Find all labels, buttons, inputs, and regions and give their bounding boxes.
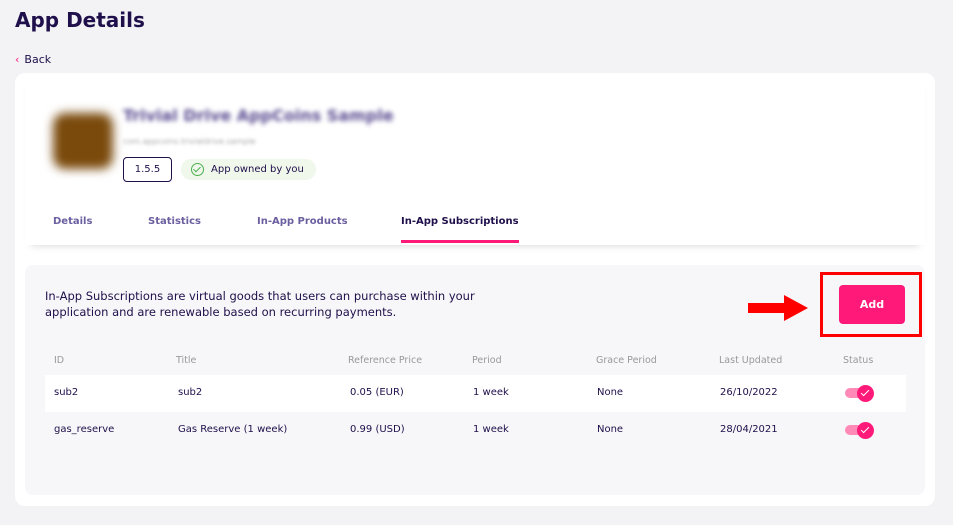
app-package: com.appcoins.trivialdrive.sample <box>123 137 256 146</box>
app-name: Trivial Drive AppCoins Sample <box>123 106 394 125</box>
owned-badge: App owned by you <box>181 159 316 180</box>
cell-updated: 26/10/2022 <box>720 387 778 398</box>
cell-period: 1 week <box>473 424 509 435</box>
column-header-status: Status <box>843 355 874 366</box>
cell-id: sub2 <box>54 387 79 398</box>
tab-details[interactable]: Details <box>53 216 93 227</box>
column-header-updated: Last Updated <box>719 355 783 366</box>
tab-in-app-products[interactable]: In-App Products <box>257 216 348 227</box>
column-header-price: Reference Price <box>348 355 423 366</box>
app-card: Trivial Drive AppCoins Sample com.appcoi… <box>15 73 935 506</box>
cell-updated: 28/04/2021 <box>720 424 778 435</box>
column-header-grace: Grace Period <box>596 355 657 366</box>
subscriptions-description: In-App Subscriptions are virtual goods t… <box>45 289 475 319</box>
cell-title: sub2 <box>178 387 203 398</box>
table-row[interactable]: sub2 sub2 0.05 (EUR) 1 week None 26/10/2… <box>45 375 906 412</box>
add-button[interactable]: Add <box>839 285 905 324</box>
status-toggle[interactable] <box>845 385 875 402</box>
check-circle-icon <box>191 163 204 176</box>
check-icon <box>857 385 874 402</box>
cell-price: 0.05 (EUR) <box>350 387 404 398</box>
version-badge: 1.5.5 <box>123 157 172 182</box>
app-icon <box>53 113 113 169</box>
column-header-title: Title <box>176 355 197 366</box>
cell-price: 0.99 (USD) <box>350 424 405 435</box>
app-header: Trivial Drive AppCoins Sample com.appcoi… <box>25 73 925 245</box>
column-header-id: ID <box>54 355 65 366</box>
tab-statistics[interactable]: Statistics <box>148 216 201 227</box>
cell-period: 1 week <box>473 387 509 398</box>
highlight-box <box>820 272 922 337</box>
cell-title: Gas Reserve (1 week) <box>178 424 288 435</box>
column-header-period: Period <box>472 355 502 366</box>
chevron-left-icon: ‹ <box>15 53 20 66</box>
check-icon <box>857 422 874 439</box>
cell-grace: None <box>597 424 624 435</box>
cell-grace: None <box>597 387 624 398</box>
arrow-right-icon <box>748 295 808 321</box>
cell-id: gas_reserve <box>54 424 115 435</box>
tab-in-app-subscriptions[interactable]: In-App Subscriptions <box>401 216 519 243</box>
page-title: App Details <box>15 8 145 32</box>
table-row[interactable]: gas_reserve Gas Reserve (1 week) 0.99 (U… <box>45 412 906 449</box>
status-toggle[interactable] <box>845 422 875 439</box>
back-link[interactable]: ‹ Back <box>15 53 52 66</box>
subscriptions-panel: In-App Subscriptions are virtual goods t… <box>25 265 925 495</box>
